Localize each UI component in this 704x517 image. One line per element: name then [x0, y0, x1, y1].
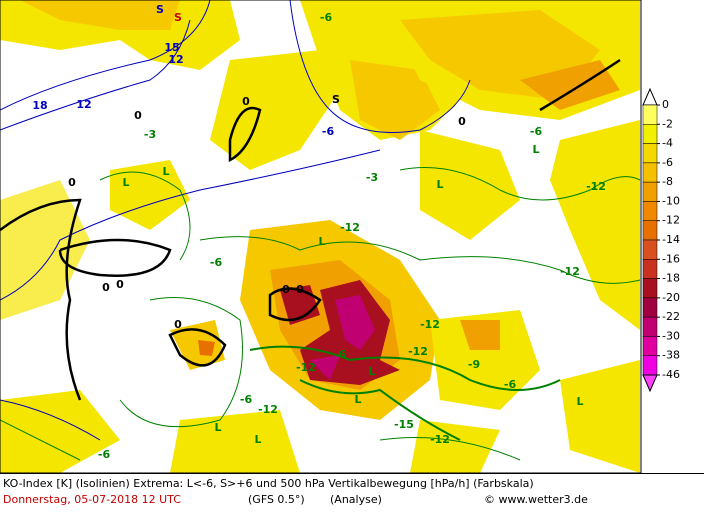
- isoline-label: 0: [282, 283, 290, 296]
- isoline-label: -6: [530, 125, 543, 138]
- isoline-label: -6: [210, 256, 223, 269]
- footer-run: (Analyse): [330, 493, 382, 506]
- colorbar-label: -4: [662, 137, 673, 150]
- colorbar-swatch: [642, 143, 658, 164]
- isoline-label: 0: [68, 176, 76, 189]
- isoline-label: -12: [258, 403, 278, 416]
- isoline-label: L: [354, 393, 361, 406]
- isoline-label: -12: [586, 180, 606, 193]
- colorbar-swatch: [642, 278, 658, 299]
- isoline-label: -12: [408, 345, 428, 358]
- colorbar-label: 0: [662, 98, 669, 111]
- colorbar-top-cap: [642, 87, 658, 106]
- colorbar-label: -20: [662, 291, 680, 304]
- isoline-label: 0: [174, 318, 182, 331]
- isoline-label: -12: [420, 318, 440, 331]
- isoline-label: -6: [98, 448, 111, 461]
- isoline-label: L: [162, 165, 169, 178]
- isoline-label: -6: [322, 125, 335, 138]
- isoline-label: -15: [394, 418, 414, 431]
- isoline-label: L: [576, 395, 583, 408]
- colorbar-swatch: [642, 220, 658, 241]
- colorbar-swatch: [642, 297, 658, 318]
- isoline-label: L: [122, 176, 129, 189]
- footer-credit: © www.wetter3.de: [484, 493, 588, 506]
- isoline-label: L: [254, 433, 261, 446]
- colorbar-swatch: [642, 162, 658, 183]
- colorbar-label: -14: [662, 233, 680, 246]
- isoline-label: L: [318, 235, 325, 248]
- isoline-label: S: [174, 11, 182, 24]
- isoline-label: 0: [242, 95, 250, 108]
- colorbar-swatch: [642, 336, 658, 356]
- isoline-label: -6: [334, 348, 347, 361]
- isoline-label: -12: [340, 221, 360, 234]
- isoline-label: 0: [116, 278, 124, 291]
- isoline-label: -6: [320, 11, 333, 24]
- isoline-label: -3: [366, 171, 378, 184]
- colorbar-label: -16: [662, 252, 680, 265]
- isoline-label: L: [368, 365, 375, 378]
- isoline-label: -3: [144, 128, 156, 141]
- isoline-label: -12: [430, 433, 450, 446]
- isoline-label: L: [436, 178, 443, 191]
- isoline-label: 12: [76, 98, 91, 111]
- isoline-label: 0: [296, 283, 304, 296]
- colorbar-label: -10: [662, 194, 680, 207]
- isoline-label: S: [156, 3, 164, 16]
- colorbar-swatch: [642, 181, 658, 202]
- isoline-label: 0: [102, 281, 110, 294]
- colorbar-bottom-cap: [642, 374, 658, 393]
- colorbar-swatch: [642, 201, 658, 221]
- isoline-label: 15: [164, 41, 179, 54]
- colorbar-label: -22: [662, 310, 680, 323]
- footer-model: (GFS 0.5°): [248, 493, 305, 506]
- colorbar-label: -8: [662, 175, 673, 188]
- colorbar-swatch: [642, 259, 658, 279]
- colorbar-label: -46: [662, 368, 680, 381]
- colorbar-swatch: [642, 316, 658, 337]
- isoline-label: -12: [296, 361, 316, 374]
- footer-description: KO-Index [K] (Isolinien) Extrema: L<-6, …: [3, 477, 534, 490]
- colorbar-label: -38: [662, 349, 680, 362]
- colorbar-label: -2: [662, 117, 673, 130]
- colorbar-swatch: [642, 239, 658, 260]
- isoline-label: L: [214, 421, 221, 434]
- isoline-label: S: [332, 93, 340, 106]
- isoline-label: -6: [504, 378, 517, 391]
- isoline-label: 0: [134, 109, 142, 122]
- colorbar-label: -6: [662, 156, 673, 169]
- colorbar-label: -30: [662, 329, 680, 342]
- colorbar: 0 -2 -4 -6 -8 -10 -12 -14 -16 -18 -20 -22 -30 -38 -46: [642, 87, 680, 393]
- isoline-label: -9: [468, 358, 480, 371]
- colorbar-label: -12: [662, 214, 680, 227]
- isoline-label: 0: [458, 115, 466, 128]
- isoline-label: -6: [240, 393, 253, 406]
- shading: [0, 0, 640, 473]
- isoline-label: 12: [168, 53, 183, 66]
- colorbar-swatch: [642, 355, 658, 376]
- colorbar-swatch: [642, 104, 658, 125]
- isoline-label: L: [532, 143, 539, 156]
- isolines: [0, 0, 641, 461]
- colorbar-swatch: [642, 124, 658, 144]
- isoline-label: 18: [32, 99, 47, 112]
- footer-date: Donnerstag, 05-07-2018 12 UTC: [3, 493, 181, 506]
- isoline-label: -12: [560, 265, 580, 278]
- colorbar-label: -18: [662, 272, 680, 285]
